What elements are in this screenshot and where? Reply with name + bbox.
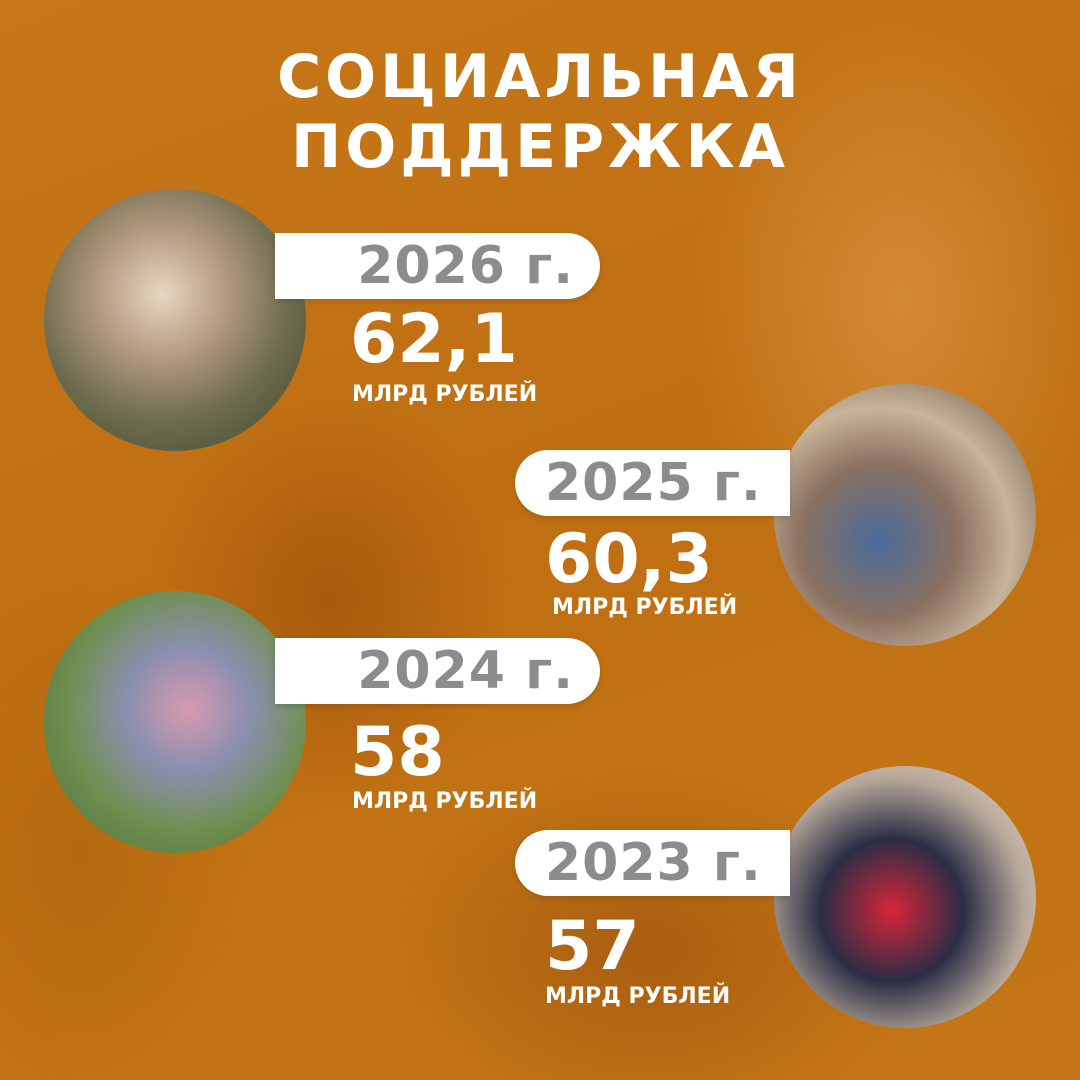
value-2026: 62,1 bbox=[350, 300, 518, 379]
value-2025: 60,3 bbox=[545, 520, 713, 599]
unit-2024: МЛРД РУБЛЕЙ bbox=[352, 789, 538, 814]
family-photo bbox=[44, 189, 306, 451]
value-2024: 58 bbox=[350, 713, 445, 792]
unit-2023: МЛРД РУБЛЕЙ bbox=[545, 984, 731, 1009]
wheelchair-walk-photo bbox=[44, 591, 306, 853]
year-pill-2026: 2026 г. bbox=[275, 233, 600, 299]
value-2023: 57 bbox=[545, 907, 640, 986]
year-pill-2024: 2024 г. bbox=[275, 638, 600, 704]
unit-2026: МЛРД РУБЛЕЙ bbox=[352, 382, 538, 407]
title-line-2: ПОДДЕРЖКА bbox=[291, 112, 789, 182]
year-pill-2025: 2025 г. bbox=[515, 450, 790, 516]
title-line-1: СОЦИАЛЬНАЯ bbox=[277, 42, 803, 112]
unit-2025: МЛРД РУБЛЕЙ bbox=[552, 595, 738, 620]
women-event-photo bbox=[774, 766, 1036, 1028]
year-pill-2023: 2023 г. bbox=[515, 830, 790, 896]
painting-class-photo bbox=[774, 384, 1036, 646]
